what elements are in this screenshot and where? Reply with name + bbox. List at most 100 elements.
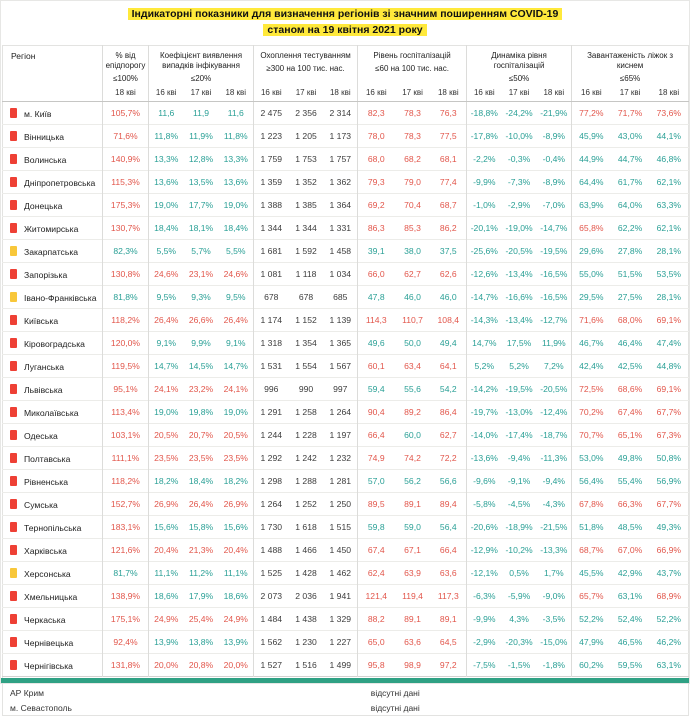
date-cell: 16 кві <box>253 86 289 102</box>
zone-indicator <box>10 222 17 233</box>
beds-value-cell: 60,2% <box>571 653 611 677</box>
dyn-value-cell: -21,9% <box>536 101 572 125</box>
region-row: Одеська 103,1% 20,5% 20,7% 20,5% 1 244 1 228 1… <box>2 423 689 447</box>
beds-value-cell: 27,8% <box>610 239 650 263</box>
beds-value-cell: 53,5% <box>649 262 689 286</box>
date-cell: 16 кві <box>357 86 395 102</box>
detect-value-cell: 20,5% <box>148 423 184 447</box>
hosp-value-cell: 79,0 <box>394 170 431 194</box>
detect-value-cell: 18,2% <box>148 469 184 493</box>
detect-value-cell: 11,6 <box>218 101 254 125</box>
pct-value-cell: 95,1% <box>102 377 149 401</box>
dyn-value-cell: -16,6% <box>501 285 537 309</box>
detect-value-cell: 9,5% <box>218 285 254 309</box>
hosp-value-cell: 60,1 <box>357 354 395 378</box>
region-name: м. Київ <box>24 108 52 119</box>
dyn-value-cell: -20,5% <box>501 239 537 263</box>
dyn-value-cell: -12,1% <box>466 561 502 585</box>
hosp-value-cell: 67,4 <box>357 538 395 562</box>
test-value-cell: 678 <box>288 285 324 309</box>
col-label: Динаміка рівня госпіталізацій <box>491 51 547 70</box>
col-threshold: ≤60 на 100 тис. нас. <box>375 64 449 73</box>
region-cell: м. Севастополь <box>3 700 103 716</box>
hosp-value-cell: 63,6 <box>394 630 431 654</box>
zone-indicator <box>10 567 17 578</box>
test-value-cell: 996 <box>253 377 289 401</box>
test-value-cell: 1 359 <box>253 170 289 194</box>
hosp-value-cell: 97,2 <box>430 653 467 677</box>
zone-indicator <box>10 291 17 302</box>
dyn-value-cell: -10,2% <box>501 538 537 562</box>
hosp-value-cell: 114,3 <box>357 308 395 332</box>
beds-value-cell: 59,5% <box>610 653 650 677</box>
test-value-cell: 1 228 <box>288 423 324 447</box>
detect-value-cell: 18,4% <box>183 469 219 493</box>
hosp-value-cell: 74,2 <box>394 446 431 470</box>
test-value-cell: 1 554 <box>288 354 324 378</box>
beds-value-cell: 49,3% <box>649 515 689 539</box>
date-cell: 17 кві <box>610 86 650 102</box>
test-value-cell: 1 264 <box>323 400 358 424</box>
zone-indicator <box>10 544 17 555</box>
beds-value-cell: 51,8% <box>571 515 611 539</box>
test-value-cell: 1 205 <box>288 124 324 148</box>
region-row: Луганська 119,5% 14,7% 14,5% 14,7% 1 531 1 55… <box>2 354 689 378</box>
detect-value-cell: 12,8% <box>183 147 219 171</box>
zone-indicator <box>10 360 17 371</box>
detect-value-cell: 24,6% <box>148 262 184 286</box>
region-row: Тернопільська 183,1% 15,6% 15,8% 15,6% 1 730… <box>2 515 689 539</box>
zone-indicator <box>10 590 17 601</box>
dyn-value-cell: -14,2% <box>466 377 502 401</box>
detect-value-cell: 23,1% <box>183 262 219 286</box>
test-value-cell: 1 941 <box>323 584 358 608</box>
beds-value-cell: 62,1% <box>649 216 689 240</box>
region-name: Сумська <box>24 499 58 510</box>
test-value-cell: 2 314 <box>323 101 358 125</box>
beds-value-cell: 29,5% <box>571 285 611 309</box>
region-cell: Волинська <box>2 147 103 171</box>
detect-value-cell: 18,6% <box>218 584 254 608</box>
title-line-2: станом на 19 квітня 2021 року <box>263 24 427 36</box>
date-cell: 18 кві <box>536 86 572 102</box>
header-dates-row: 18 кві 16 кві 17 кві 18 кві 16 кві 17 кв… <box>3 86 689 102</box>
dyn-value-cell: -24,2% <box>501 101 537 125</box>
zone-indicator <box>10 383 17 394</box>
detect-value-cell: 19,0% <box>148 193 184 217</box>
hosp-value-cell: 95,8 <box>357 653 395 677</box>
beds-value-cell: 67,7% <box>649 492 689 516</box>
detect-value-cell: 14,7% <box>148 354 184 378</box>
detect-value-cell: 11,1% <box>148 561 184 585</box>
test-value-cell: 1 365 <box>323 331 358 355</box>
test-value-cell: 1 592 <box>288 239 324 263</box>
col-header-detection-rate: Коефіцієнт виявлення випадків інфікуванн… <box>147 45 254 86</box>
dyn-value-cell: 11,9% <box>536 331 572 355</box>
beds-value-cell: 48,5% <box>610 515 650 539</box>
zone-indicator <box>10 107 17 118</box>
test-value-cell: 997 <box>323 377 358 401</box>
region-row: Хмельницька 138,9% 18,6% 17,9% 18,6% 2 073 2 … <box>2 584 689 608</box>
date-cell: 17 кві <box>183 86 219 102</box>
test-value-cell: 2 036 <box>288 584 324 608</box>
hosp-value-cell: 69,2 <box>357 193 395 217</box>
date-cell: 18 кві <box>430 86 467 102</box>
dyn-value-cell: -10,0% <box>501 124 537 148</box>
region-cell: Донецька <box>2 193 103 217</box>
dyn-value-cell: -13,4% <box>501 262 537 286</box>
detect-value-cell: 24,1% <box>218 377 254 401</box>
hosp-value-cell: 77,5 <box>430 124 467 148</box>
zone-indicator <box>10 429 17 440</box>
beds-value-cell: 65,7% <box>571 584 611 608</box>
region-name: Кіровоградська <box>24 338 85 349</box>
dyn-value-cell: -19,0% <box>501 216 537 240</box>
test-value-cell: 1 197 <box>323 423 358 447</box>
hosp-value-cell: 89,1 <box>394 492 431 516</box>
dyn-value-cell: -13,6% <box>466 446 502 470</box>
test-value-cell: 1 264 <box>253 492 289 516</box>
pct-value-cell: 82,3% <box>102 239 149 263</box>
col-header-hospitalization-level: Рівень госпіталізацій ≤60 на 100 тис. на… <box>357 45 467 86</box>
dyn-value-cell: -20,5% <box>536 377 572 401</box>
region-cell: м. Київ <box>2 101 103 125</box>
zone-indicator <box>10 406 17 417</box>
regions-tbody: м. Київ 105,7% 11,6 11,9 11,6 2 475 2 356 2 31… <box>2 101 689 677</box>
